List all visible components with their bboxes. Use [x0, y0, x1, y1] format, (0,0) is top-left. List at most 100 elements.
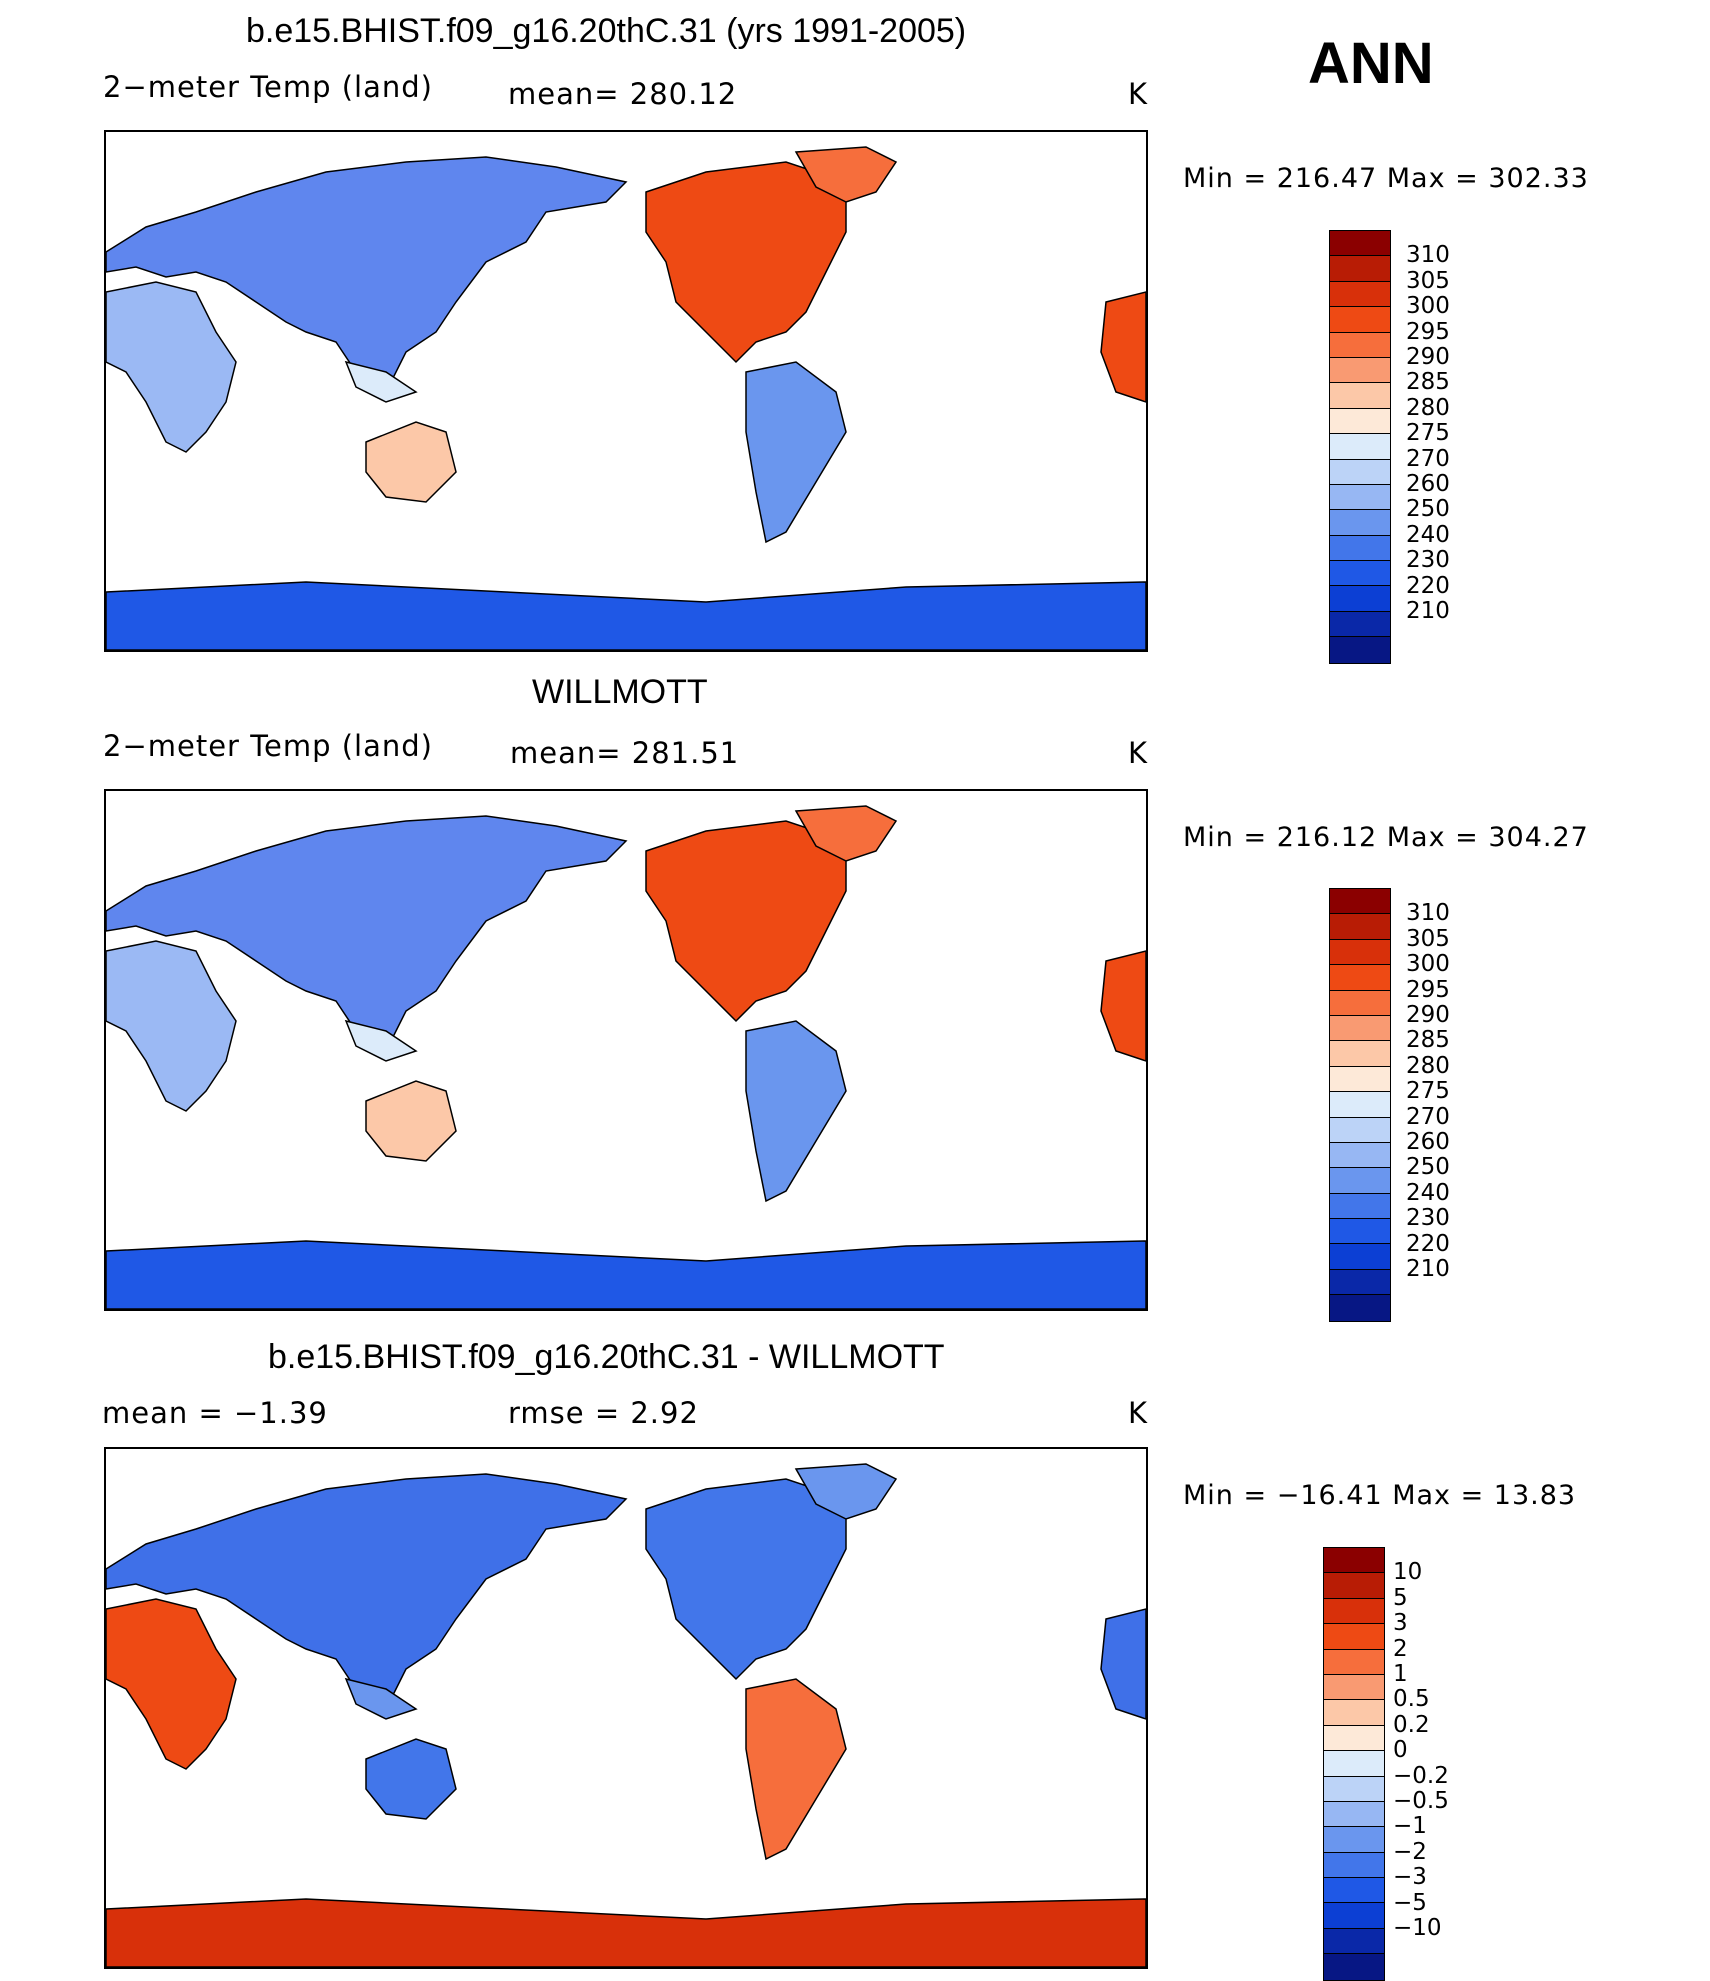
land-region: [365, 1738, 457, 1820]
land-region: [794, 805, 898, 862]
land-region: [106, 1898, 1146, 1967]
colorbar-swatch: [1324, 1903, 1384, 1929]
panel-3-colorbar: [1323, 1547, 1385, 1981]
colorbar-tick-label: 260: [1406, 471, 1450, 497]
colorbar-tick-label: 250: [1406, 496, 1450, 523]
map-canvas: [106, 805, 1146, 1309]
colorbar-swatch: [1330, 1244, 1390, 1270]
colorbar-tick-label: 240: [1406, 521, 1450, 548]
land-region: [645, 1478, 847, 1681]
colorbar-swatch: [1330, 1066, 1390, 1093]
colorbar-swatch: [1324, 1928, 1384, 1955]
panel-1-map: [104, 130, 1148, 652]
colorbar-tick-label: 300: [1406, 293, 1450, 320]
panel-2-left-label: 2−meter Temp (land): [103, 729, 433, 763]
colorbar-swatch: [1324, 1954, 1384, 1980]
panel-2-minmax: Min = 216.12 Max = 304.27: [1183, 822, 1589, 853]
colorbar-tick-label: 285: [1406, 369, 1450, 396]
land-region: [1100, 1608, 1146, 1720]
colorbar-tick-label: −5: [1393, 1889, 1427, 1916]
colorbar-swatch: [1330, 307, 1390, 333]
colorbar-tick-label: 10: [1393, 1559, 1423, 1586]
panel-2-map: [104, 789, 1148, 1311]
colorbar-swatch: [1330, 1168, 1390, 1194]
colorbar-swatch: [1324, 1827, 1384, 1853]
colorbar-tick-label: 295: [1406, 318, 1450, 345]
colorbar-swatch: [1330, 889, 1390, 915]
colorbar-swatch: [1330, 1219, 1390, 1245]
panel-1-minmax: Min = 216.47 Max = 302.33: [1183, 163, 1589, 194]
colorbar-swatch: [1324, 1801, 1384, 1828]
colorbar-swatch: [1330, 611, 1390, 638]
land-region: [365, 421, 457, 503]
land-region: [344, 1677, 418, 1720]
colorbar-swatch: [1330, 914, 1390, 940]
colorbar-swatch: [1330, 535, 1390, 562]
colorbar-tick-label: 275: [1406, 1078, 1450, 1105]
colorbar-tick-label: 305: [1406, 267, 1450, 294]
colorbar-tick-label: 290: [1406, 1002, 1450, 1028]
colorbar-swatch: [1324, 1573, 1384, 1599]
panel-3-map: [104, 1447, 1148, 1969]
colorbar-swatch: [1324, 1548, 1384, 1574]
panel-1-mean: mean= 280.12: [508, 77, 738, 111]
land-region: [1100, 291, 1146, 403]
panel-1-colorbar: [1329, 230, 1391, 664]
land-region: [106, 1240, 1146, 1309]
colorbar-tick-label: −0.5: [1393, 1788, 1449, 1814]
colorbar-swatch: [1330, 990, 1390, 1016]
colorbar-swatch: [1330, 383, 1390, 409]
colorbar-swatch: [1324, 1649, 1384, 1675]
colorbar-swatch: [1330, 459, 1390, 485]
panel-3-minmax: Min = −16.41 Max = 13.83: [1183, 1480, 1577, 1511]
panel-3-title: b.e15.BHIST.f09_g16.20thC.31 - WILLMOTT: [268, 1338, 945, 1376]
panel-2-mean: mean= 281.51: [510, 736, 740, 770]
colorbar-tick-label: 295: [1406, 976, 1450, 1003]
land-region: [344, 1019, 418, 1062]
colorbar-tick-label: 275: [1406, 420, 1450, 447]
colorbar-swatch: [1324, 1598, 1384, 1625]
colorbar-swatch: [1330, 1142, 1390, 1169]
panel-3-rmse: rmse = 2.92: [508, 1396, 699, 1430]
colorbar-tick-label: 1: [1393, 1661, 1408, 1687]
colorbar-tick-label: −2: [1393, 1838, 1427, 1865]
land-region: [745, 1020, 847, 1203]
colorbar-swatch: [1330, 1015, 1390, 1042]
colorbar-tick-label: 0.2: [1393, 1711, 1430, 1738]
colorbar-tick-label: 0.5: [1393, 1686, 1430, 1713]
colorbar-tick-label: 5: [1393, 1584, 1408, 1611]
land-region: [344, 360, 418, 403]
colorbar-swatch: [1330, 1092, 1390, 1118]
colorbar-tick-label: 305: [1406, 925, 1450, 952]
panel-1-units: K: [1128, 77, 1149, 111]
land-region: [106, 1473, 628, 1711]
colorbar-swatch: [1330, 1117, 1390, 1143]
colorbar-swatch: [1324, 1878, 1384, 1904]
land-region: [645, 161, 847, 364]
colorbar-swatch: [1324, 1751, 1384, 1777]
colorbar-swatch: [1330, 1295, 1390, 1321]
panel-1-left-label: 2−meter Temp (land): [103, 70, 433, 104]
land-region: [106, 156, 628, 394]
colorbar-tick-label: 280: [1406, 394, 1450, 421]
colorbar-tick-label: 0: [1393, 1737, 1408, 1764]
panel-2-title: WILLMOTT: [532, 673, 708, 711]
colorbar-swatch: [1324, 1624, 1384, 1650]
map-canvas: [106, 146, 1146, 650]
colorbar-swatch: [1330, 281, 1390, 308]
colorbar-swatch: [1330, 231, 1390, 257]
colorbar-tick-label: 230: [1406, 547, 1450, 574]
colorbar-swatch: [1330, 561, 1390, 587]
colorbar-swatch: [1324, 1700, 1384, 1726]
colorbar-swatch: [1330, 434, 1390, 460]
colorbar-tick-label: 280: [1406, 1052, 1450, 1079]
colorbar-tick-label: 2: [1393, 1635, 1408, 1662]
colorbar-swatch: [1330, 484, 1390, 511]
colorbar-tick-label: 240: [1406, 1179, 1450, 1206]
colorbar-swatch: [1330, 939, 1390, 966]
colorbar-tick-label: 310: [1406, 900, 1450, 927]
colorbar-tick-label: −10: [1393, 1915, 1442, 1941]
land-region: [1100, 950, 1146, 1062]
land-region: [745, 361, 847, 544]
colorbar-swatch: [1330, 586, 1390, 612]
